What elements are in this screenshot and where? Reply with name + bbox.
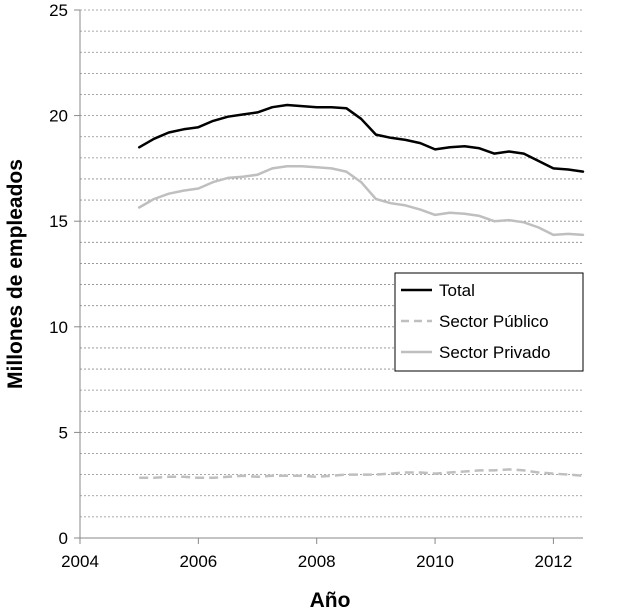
- data-series: [137, 103, 585, 480]
- y-tick-label: 25: [49, 1, 68, 20]
- y-tick-label: 20: [49, 107, 68, 126]
- legend-label: Sector Público: [439, 312, 549, 331]
- series-line-sector-p-blico: [139, 468, 584, 480]
- y-tick-label: 0: [59, 529, 68, 548]
- tick-marks: [74, 9, 554, 544]
- x-tick-label: 2006: [179, 552, 217, 571]
- series-line-total: [137, 103, 585, 173]
- y-tick-label: 10: [49, 318, 68, 337]
- legend: Total Sector Público Sector Privado: [394, 272, 584, 372]
- x-tick-label: 2004: [61, 552, 99, 571]
- axes: [79, 10, 583, 539]
- x-tick-label: 2010: [416, 552, 454, 571]
- legend-label: Total: [439, 281, 475, 300]
- series-line-sector-privado: [137, 165, 585, 237]
- tick-labels: 0 5 10 15 20 25 2004 2006 2008 2010 2012: [49, 1, 572, 571]
- y-axis-title: Millones de empleados: [4, 159, 27, 389]
- y-tick-label: 5: [59, 423, 68, 442]
- y-tick-label: 15: [49, 212, 68, 231]
- x-axis-title: Año: [310, 589, 351, 612]
- legend-label: Sector Privado: [439, 343, 551, 362]
- x-tick-label: 2012: [534, 552, 572, 571]
- x-tick-label: 2008: [298, 552, 336, 571]
